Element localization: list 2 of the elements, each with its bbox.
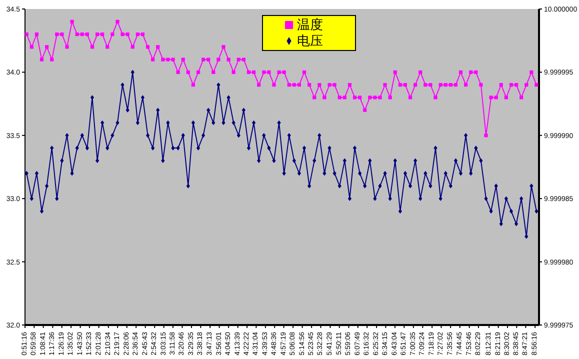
legend-label: 电压 — [297, 33, 323, 48]
legend-label: 温度 — [297, 17, 323, 32]
